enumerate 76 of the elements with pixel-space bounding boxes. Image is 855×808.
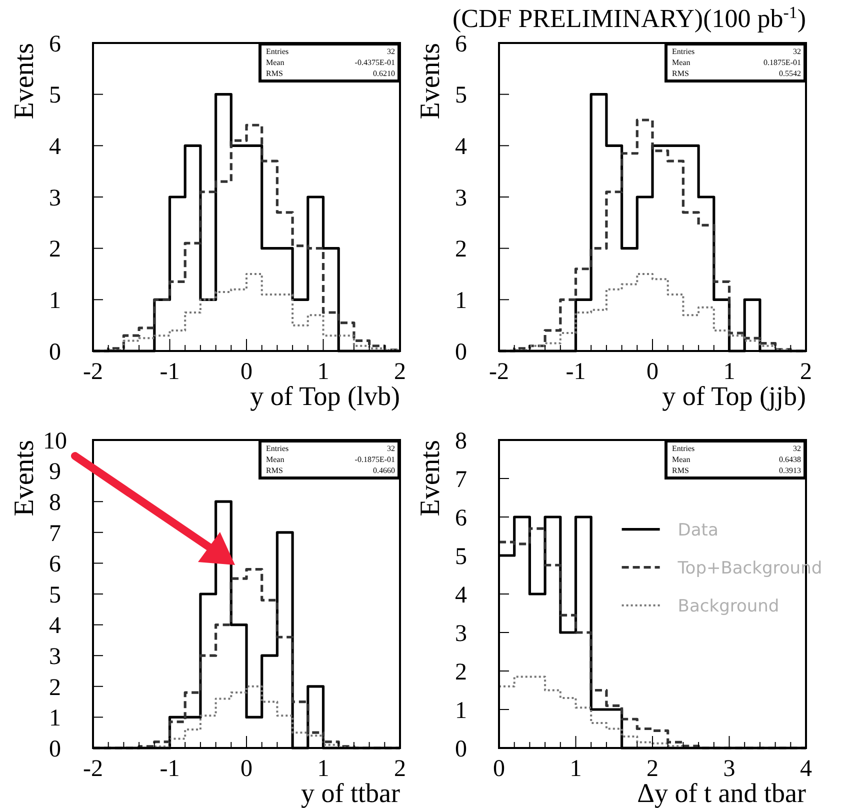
annotation: Mean bbox=[672, 455, 690, 464]
y-tick-label: 1 bbox=[455, 288, 467, 314]
x-tick-label: -1 bbox=[160, 756, 180, 782]
y-tick-label: 5 bbox=[455, 82, 467, 109]
y-tick-label: 8 bbox=[455, 428, 467, 454]
y-tick-label: 2 bbox=[49, 236, 61, 263]
legend-label: Background bbox=[678, 596, 780, 616]
y-tick-label: 6 bbox=[49, 552, 61, 578]
annotation: 0.4660 bbox=[373, 466, 395, 475]
y-tick-label: 5 bbox=[49, 82, 61, 109]
y-tick-label: 8 bbox=[49, 490, 61, 516]
annotation: Entries bbox=[672, 47, 695, 56]
x-tick-label: 0 bbox=[240, 359, 252, 385]
y-tick-label: 0 bbox=[455, 339, 467, 366]
annotation: RMS bbox=[672, 69, 689, 78]
y-tick-label: 3 bbox=[455, 185, 467, 212]
y-tick-label: 1 bbox=[455, 698, 467, 724]
annotation: 32 bbox=[793, 47, 801, 56]
y-tick-label: 4 bbox=[455, 134, 467, 160]
annotation: Entries bbox=[266, 47, 289, 56]
y-tick-label: 10 bbox=[43, 428, 67, 454]
y-tick-label: 0 bbox=[49, 339, 61, 366]
annotation: 0.6210 bbox=[373, 69, 395, 78]
y-tick-label: 5 bbox=[455, 544, 467, 570]
x-tick-label: -2 bbox=[83, 756, 103, 782]
y-tick-label: 3 bbox=[49, 644, 61, 670]
x-tick-label: -1 bbox=[566, 359, 586, 385]
x-tick-label: -2 bbox=[489, 359, 509, 385]
y-axis-title: Events bbox=[9, 43, 40, 120]
y-axis-title: Events bbox=[9, 440, 40, 516]
y-tick-label: 2 bbox=[455, 236, 467, 263]
y-tick-label: 0 bbox=[49, 736, 61, 762]
annotation: -0.1875E-01 bbox=[354, 455, 395, 464]
y-tick-label: 2 bbox=[49, 674, 61, 701]
annotation: 32 bbox=[793, 444, 801, 453]
y-tick-label: 0 bbox=[455, 736, 467, 762]
y-axis-title: Events bbox=[415, 43, 446, 120]
y-tick-label: 2 bbox=[455, 659, 467, 686]
x-tick-label: 0 bbox=[646, 359, 658, 385]
y-tick-label: 7 bbox=[49, 520, 61, 547]
annotation: 32 bbox=[387, 47, 395, 56]
x-tick-label: 1 bbox=[570, 756, 582, 782]
y-tick-label: 3 bbox=[49, 185, 61, 212]
annotation: 0.5542 bbox=[779, 69, 801, 78]
y-tick-label: 5 bbox=[49, 582, 61, 608]
y-tick-label: 4 bbox=[49, 613, 61, 640]
chart-title: (CDF PRELIMINARY)(100 pb$^{-1}$) bbox=[452, 2, 806, 33]
annotation: Entries bbox=[266, 444, 289, 453]
y-tick-label: 1 bbox=[49, 706, 61, 732]
annotation: Mean bbox=[266, 455, 284, 464]
annotation: RMS bbox=[266, 466, 283, 475]
annotation: 0.1875E-01 bbox=[763, 58, 801, 67]
annotation: 32 bbox=[387, 444, 395, 453]
annotation: RMS bbox=[672, 466, 689, 475]
y-tick-label: 4 bbox=[49, 134, 61, 160]
y-tick-label: 4 bbox=[455, 582, 467, 608]
annotation: 0.3913 bbox=[779, 466, 801, 475]
y-tick-label: 1 bbox=[49, 288, 61, 314]
y-tick-label: 7 bbox=[455, 466, 467, 493]
y-tick-label: 9 bbox=[49, 459, 61, 486]
annotation: RMS bbox=[266, 69, 283, 78]
x-tick-label: 0 bbox=[240, 756, 252, 782]
legend-label: Data bbox=[678, 520, 718, 540]
x-tick-label: -1 bbox=[160, 359, 180, 385]
annotation: 0.6438 bbox=[779, 455, 801, 464]
x-tick-label: 0 bbox=[493, 756, 505, 782]
annotation: Entries bbox=[672, 444, 695, 453]
y-tick-label: 6 bbox=[455, 31, 467, 58]
x-tick-label: -2 bbox=[83, 359, 103, 385]
y-axis-title: Events bbox=[415, 440, 446, 516]
y-tick-label: 6 bbox=[455, 505, 467, 532]
annotation: Mean bbox=[266, 58, 284, 67]
annotation: -0.4375E-01 bbox=[354, 58, 395, 67]
y-tick-label: 3 bbox=[455, 620, 467, 647]
annotation: Mean bbox=[672, 58, 690, 67]
y-tick-label: 6 bbox=[49, 31, 61, 58]
